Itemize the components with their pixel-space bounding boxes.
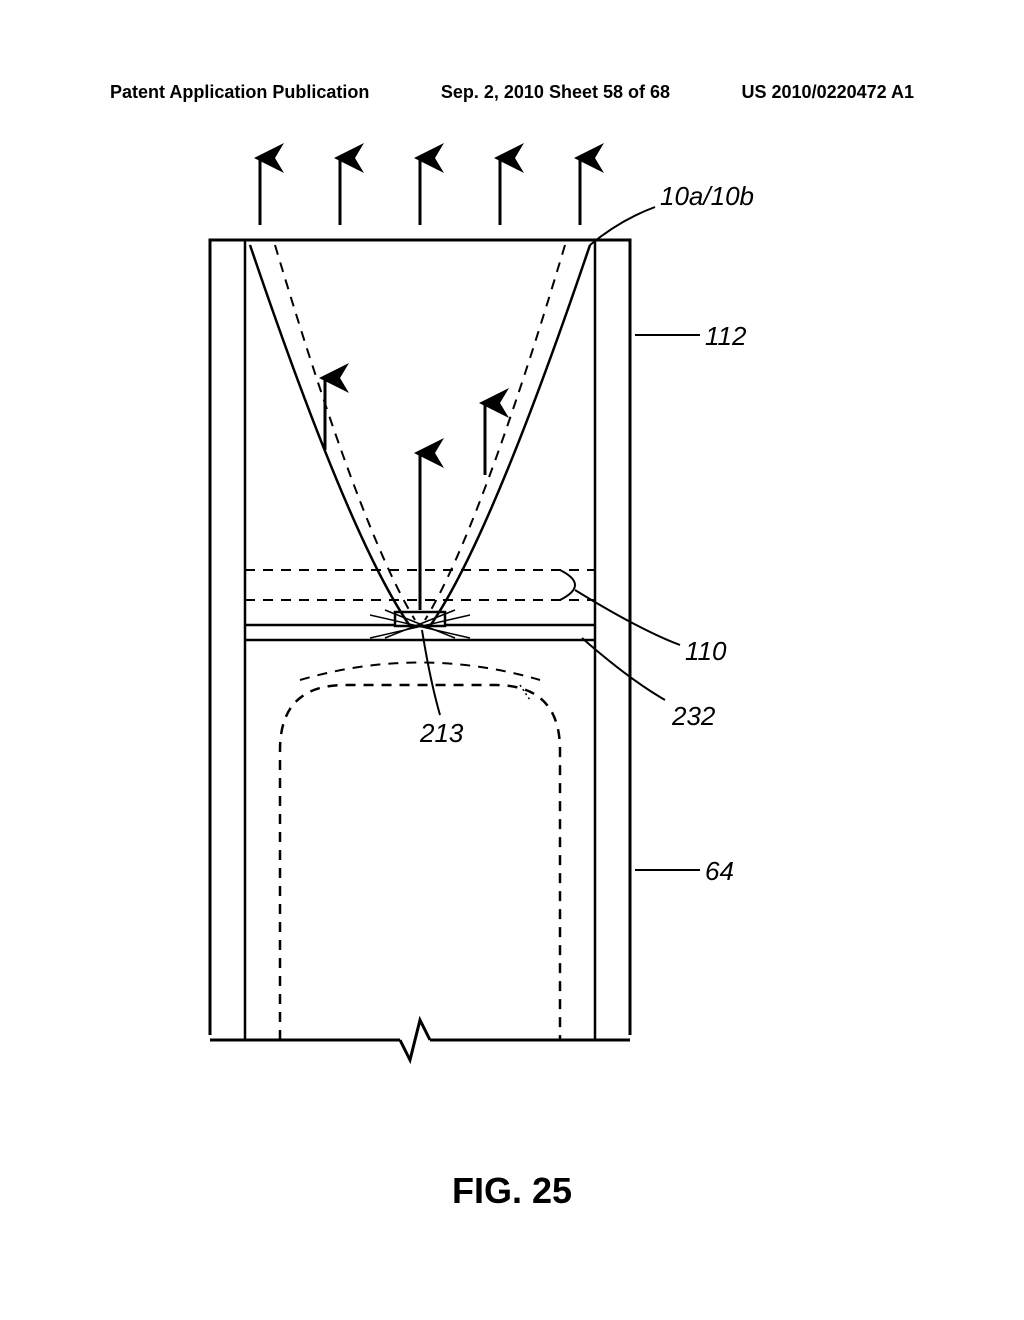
label-110: 110 [685, 636, 727, 666]
label-232: 232 [671, 701, 716, 731]
reflector-curve-right [430, 245, 590, 626]
page-header: Patent Application Publication Sep. 2, 2… [0, 82, 1024, 103]
header-center: Sep. 2, 2010 Sheet 58 of 68 [441, 82, 670, 103]
patent-figure: 10a/10b 112 110 232 64 213 [0, 140, 1024, 1140]
label-10a10b: 10a/10b [660, 181, 754, 211]
header-right: US 2010/0220472 A1 [742, 82, 914, 103]
figure-caption: FIG. 25 [0, 1170, 1024, 1212]
label-112: 112 [705, 321, 747, 351]
figure-svg: 10a/10b 112 110 232 64 213 [0, 140, 1024, 1140]
label-213: 213 [419, 718, 464, 748]
label-64: 64 [705, 856, 734, 886]
header-left: Patent Application Publication [110, 82, 369, 103]
top-arrows [260, 158, 580, 225]
reflector-curve-left [250, 245, 410, 626]
